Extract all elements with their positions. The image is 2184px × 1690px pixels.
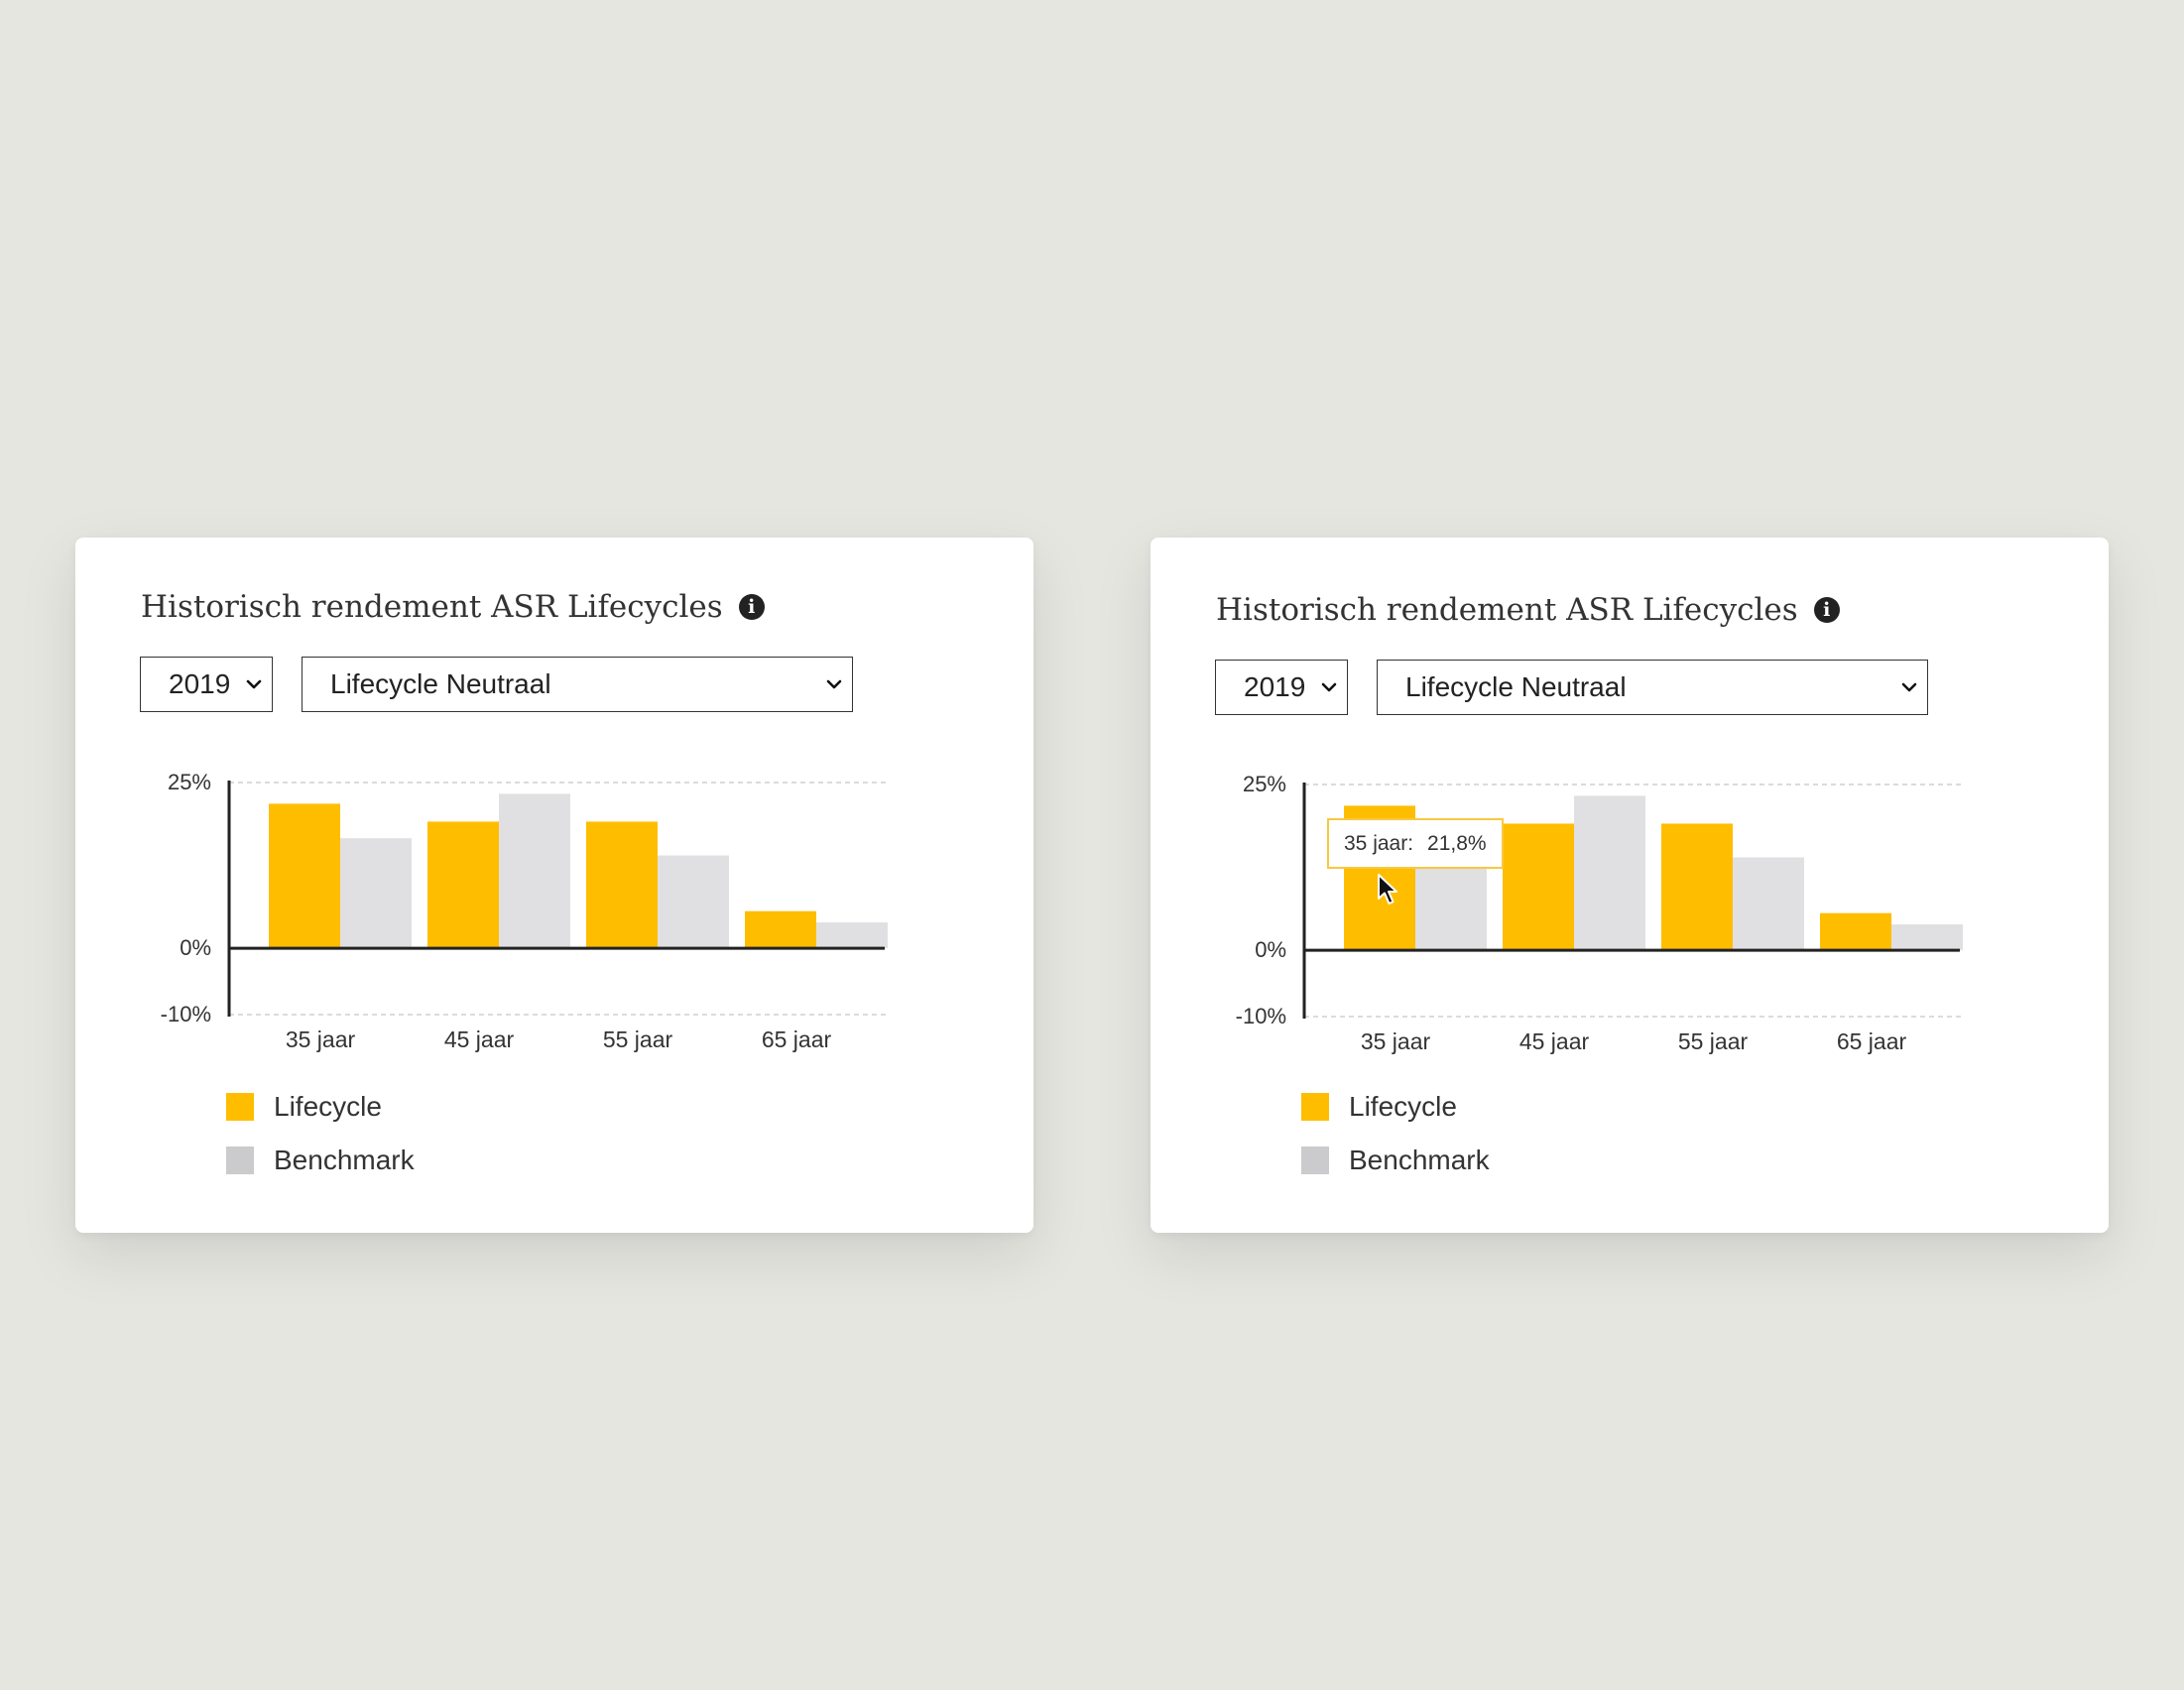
legend-label: Benchmark	[1349, 1145, 1490, 1175]
y-tick-label: 0%	[180, 935, 211, 960]
bar-lifecycle	[1503, 823, 1574, 951]
year-select[interactable]: 2019	[1215, 660, 1348, 715]
legend-item-lifecycle[interactable]: Lifecycle	[226, 1089, 415, 1125]
x-tick-label: 65 jaar	[1837, 1028, 1907, 1054]
legend-swatch-lifecycle	[1301, 1093, 1329, 1121]
bar-lifecycle	[427, 821, 499, 949]
info-icon[interactable]: i	[738, 594, 765, 620]
chevron-down-icon	[246, 679, 262, 689]
bar-lifecycle	[586, 821, 658, 949]
x-tick-label: 45 jaar	[444, 1026, 515, 1052]
x-tick-label: 65 jaar	[762, 1026, 832, 1052]
bar-chart: 25% 0% -10% 35 jaar 45 jaar 55 jaar 65 jaar	[1236, 772, 1963, 1054]
card-title-text: Historisch rendement ASR Lifecycles	[1216, 592, 1798, 628]
x-tick-label: 35 jaar	[1361, 1028, 1431, 1054]
bar-lifecycle	[1661, 823, 1733, 951]
bar-benchmark	[499, 793, 570, 949]
chart-legend: Lifecycle Benchmark	[1301, 1089, 1490, 1196]
chart-card-left: Historisch rendement ASR Lifecycles i 20…	[75, 538, 1033, 1233]
chart-legend: Lifecycle Benchmark	[226, 1089, 415, 1196]
bar-benchmark	[1891, 924, 1963, 951]
tooltip-value: 21,8%	[1427, 831, 1487, 855]
year-select[interactable]: 2019	[140, 657, 273, 712]
x-tick-label: 55 jaar	[603, 1026, 673, 1052]
fund-select[interactable]: Lifecycle Neutraal	[302, 657, 853, 712]
bar-benchmark	[340, 838, 412, 949]
chevron-down-icon	[1901, 682, 1917, 692]
fund-select-value: Lifecycle Neutraal	[1405, 671, 1627, 702]
y-tick-label: -10%	[161, 1002, 211, 1026]
chevron-down-icon	[1321, 682, 1337, 692]
chevron-down-icon	[826, 679, 842, 689]
year-select-value: 2019	[169, 668, 231, 699]
y-tick-label: 25%	[1243, 772, 1286, 796]
bar-benchmark	[816, 922, 888, 949]
x-tick-label: 35 jaar	[286, 1026, 356, 1052]
y-tick-label: 0%	[1255, 937, 1286, 962]
legend-swatch-benchmark	[1301, 1147, 1329, 1174]
bar-benchmark	[658, 855, 729, 949]
legend-label: Lifecycle	[1349, 1091, 1457, 1122]
legend-swatch-lifecycle	[226, 1093, 254, 1121]
bar-lifecycle	[269, 803, 340, 949]
legend-swatch-benchmark	[226, 1147, 254, 1174]
card-title: Historisch rendement ASR Lifecycles i	[1216, 592, 1840, 628]
y-tick-label: 25%	[168, 770, 211, 794]
bar-chart: 25% 0% -10% 35 jaar 45 jaar 55 jaar 65 jaar	[161, 770, 888, 1052]
bar-tooltip: 35 jaar: 21,8%	[1327, 818, 1504, 869]
year-select-value: 2019	[1244, 671, 1306, 702]
bar-lifecycle	[745, 910, 816, 949]
legend-item-benchmark[interactable]: Benchmark	[1301, 1143, 1490, 1178]
legend-item-lifecycle[interactable]: Lifecycle	[1301, 1089, 1490, 1125]
y-tick-label: -10%	[1236, 1004, 1286, 1028]
legend-label: Benchmark	[274, 1145, 415, 1175]
mouse-pointer-icon	[1378, 874, 1397, 905]
bar-benchmark	[1733, 857, 1804, 951]
bar-lifecycle	[1820, 912, 1891, 951]
card-title: Historisch rendement ASR Lifecycles i	[141, 589, 765, 625]
legend-item-benchmark[interactable]: Benchmark	[226, 1143, 415, 1178]
x-tick-label: 55 jaar	[1678, 1028, 1749, 1054]
tooltip-label: 35 jaar:	[1344, 831, 1414, 855]
fund-select[interactable]: Lifecycle Neutraal	[1377, 660, 1928, 715]
card-title-text: Historisch rendement ASR Lifecycles	[141, 589, 723, 625]
chart-card-right: Historisch rendement ASR Lifecycles i 20…	[1151, 538, 2109, 1233]
x-tick-label: 45 jaar	[1519, 1028, 1590, 1054]
info-icon[interactable]: i	[1813, 597, 1840, 623]
fund-select-value: Lifecycle Neutraal	[330, 668, 551, 699]
bar-benchmark	[1574, 795, 1645, 951]
legend-label: Lifecycle	[274, 1091, 382, 1122]
